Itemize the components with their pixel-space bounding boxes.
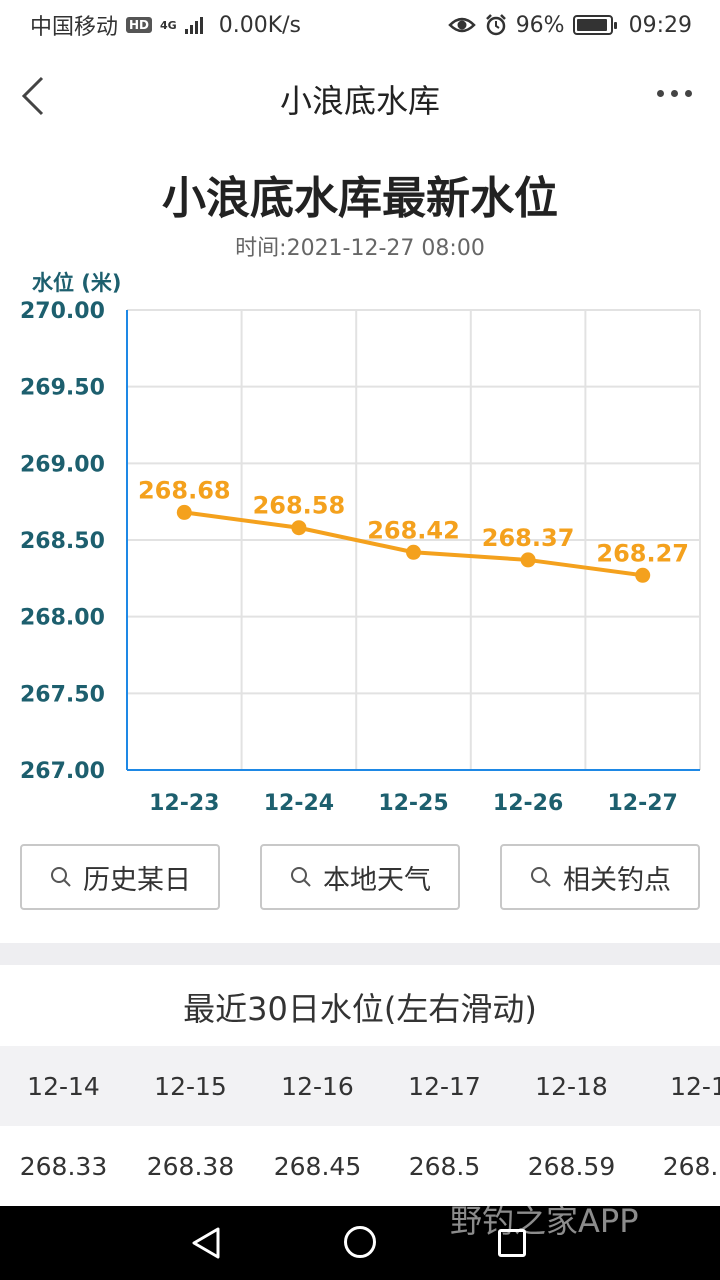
more-dots-icon[interactable] xyxy=(657,90,692,97)
x-tick-label: 12-26 xyxy=(493,791,563,816)
date-cell: 12-1 xyxy=(670,1071,720,1101)
data-point xyxy=(406,544,421,560)
x-tick-label: 12-27 xyxy=(608,791,678,816)
data-point xyxy=(291,520,307,536)
search-icon xyxy=(531,867,551,887)
fishing-spots-button[interactable]: 相关钓点 xyxy=(500,844,700,910)
level-cell: 268.6 xyxy=(662,1151,720,1181)
update-time: 时间:2021-12-27 08:00 xyxy=(235,236,485,261)
history-day-button[interactable]: 历史某日 xyxy=(20,844,220,910)
water-level-chart: 水位 (米) 270.00 269.50 269.00 268.50 268.00 267.… xyxy=(20,271,701,816)
network-type: 4G xyxy=(160,18,177,32)
carrier-name: 中国移动 xyxy=(30,15,119,40)
search-icon xyxy=(51,867,71,887)
status-bar: 中国移动 HD 4G 0.00K/s 96% 09:29 xyxy=(0,0,720,50)
fishing-spots-label: 相关钓点 xyxy=(563,864,671,896)
date-cell: 12-17 xyxy=(408,1071,481,1101)
network-speed: 0.00K/s xyxy=(218,12,302,38)
battery-icon xyxy=(572,15,617,35)
system-nav-bar xyxy=(0,1206,720,1280)
action-buttons: 历史某日 本地天气 相关钓点 xyxy=(20,844,700,910)
history-day-label: 历史某日 xyxy=(83,864,191,896)
alarm-icon xyxy=(485,14,506,36)
y-tick-label: 269.00 xyxy=(20,452,105,477)
recent-30-days-title: 最近30日水位(左右滑动) xyxy=(183,990,537,1028)
recent-levels-table[interactable]: 12-14 12-15 12-16 12-17 12-18 12-1 268.3… xyxy=(0,1046,720,1206)
y-tick-label: 269.50 xyxy=(20,376,105,401)
data-label: 268.42 xyxy=(367,516,460,544)
page-title: 小浪底水库最新水位 xyxy=(162,173,558,224)
y-tick-label: 268.00 xyxy=(20,606,105,631)
local-weather-button[interactable]: 本地天气 xyxy=(260,844,460,910)
date-cell: 12-14 xyxy=(27,1071,100,1101)
data-point xyxy=(520,552,536,568)
date-cell: 12-18 xyxy=(535,1071,608,1101)
data-label: 268.27 xyxy=(596,539,689,567)
y-axis-label: 水位 (米) xyxy=(32,271,122,295)
level-cell: 268.38 xyxy=(146,1151,235,1181)
x-tick-label: 12-24 xyxy=(264,791,334,816)
app-bar-title: 小浪底水库 xyxy=(279,82,440,120)
watermark: 野钓之家APP xyxy=(450,1202,639,1240)
data-label: 268.58 xyxy=(253,492,346,520)
eye-icon xyxy=(447,17,476,33)
level-cell: 268.33 xyxy=(19,1151,108,1181)
search-icon xyxy=(291,867,311,887)
x-tick-label: 12-23 xyxy=(149,791,219,816)
date-cell: 12-15 xyxy=(154,1071,227,1101)
y-tick-label: 267.50 xyxy=(20,682,105,707)
nav-back-icon[interactable] xyxy=(190,1226,224,1260)
clock: 09:29 xyxy=(628,12,692,38)
x-tick-label: 12-25 xyxy=(378,791,448,816)
level-cell: 268.5 xyxy=(408,1151,481,1181)
y-tick-label: 270.00 xyxy=(20,299,105,324)
chevron-left-icon[interactable] xyxy=(18,74,48,118)
data-point xyxy=(176,504,192,520)
battery-percent: 96% xyxy=(515,12,565,38)
table-row: 268.33 268.38 268.45 268.5 268.59 268.6 xyxy=(0,1126,720,1206)
date-cell: 12-16 xyxy=(281,1071,354,1101)
data-label: 268.37 xyxy=(482,524,575,552)
level-cell: 268.59 xyxy=(527,1151,616,1181)
hd-badge: HD xyxy=(126,17,153,33)
table-header-row: 12-14 12-15 12-16 12-17 12-18 12-1 xyxy=(0,1046,720,1126)
app-bar: 小浪底水库 xyxy=(0,50,720,146)
y-tick-label: 268.50 xyxy=(20,529,105,554)
section-divider xyxy=(0,943,720,965)
y-tick-label: 267.00 xyxy=(20,759,105,784)
data-point xyxy=(635,567,651,583)
nav-recent-icon[interactable] xyxy=(498,1229,526,1257)
local-weather-label: 本地天气 xyxy=(323,864,431,896)
signal-icon xyxy=(184,16,203,34)
level-cell: 268.45 xyxy=(273,1151,362,1181)
data-label: 268.68 xyxy=(138,476,231,504)
nav-home-icon[interactable] xyxy=(344,1226,376,1258)
